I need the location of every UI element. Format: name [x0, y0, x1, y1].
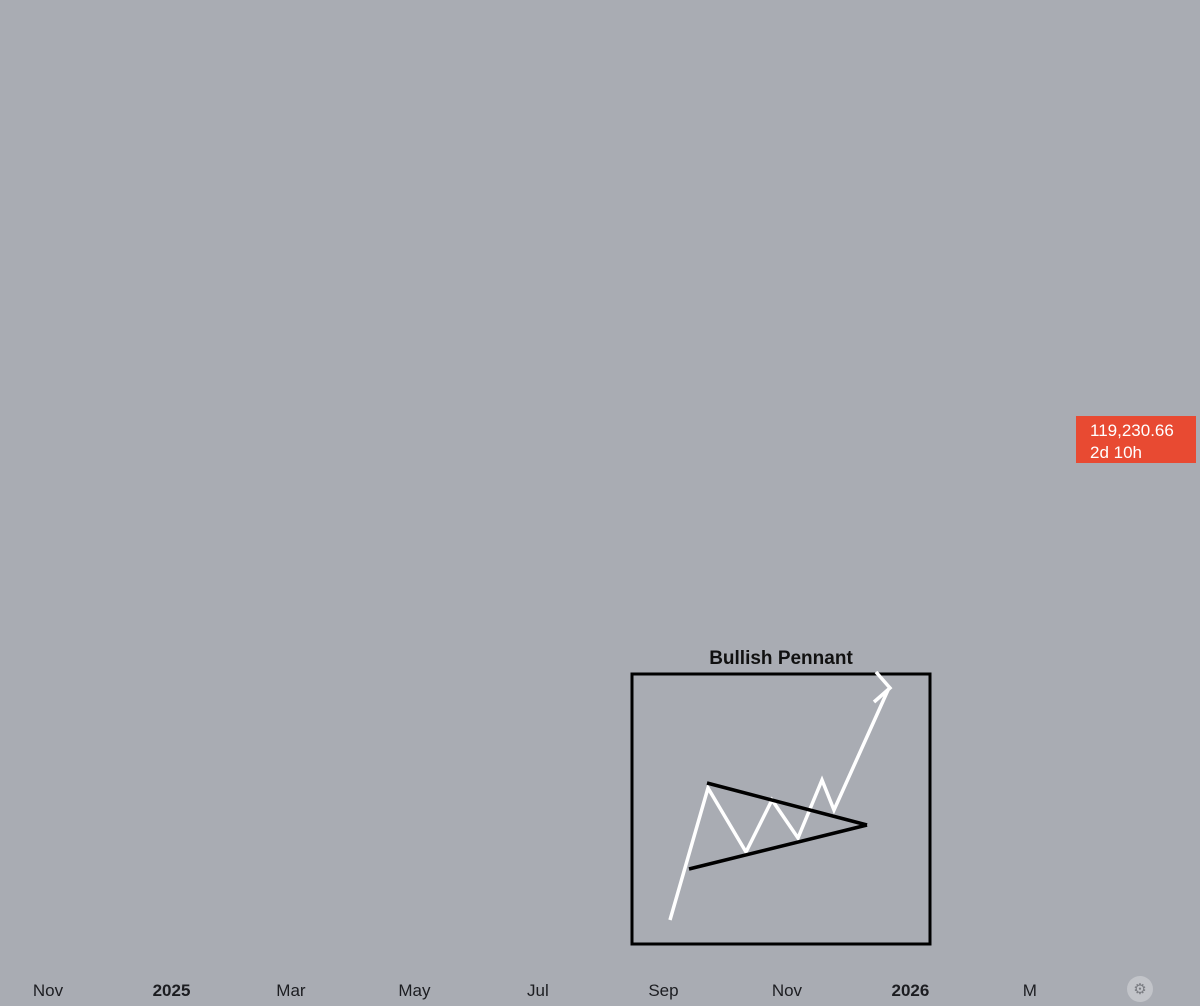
time-tick-label: M	[1023, 981, 1037, 1000]
candle-countdown: 2d 10h	[1090, 443, 1142, 462]
time-tick-label: 2025	[153, 981, 191, 1000]
price-tag: 119,230.66 2d 10h	[1076, 416, 1196, 463]
time-tick-label: 2026	[892, 981, 930, 1000]
settings-icon[interactable]: ⚙	[1127, 976, 1153, 1002]
inset-frame	[630, 672, 932, 946]
inset-title: Bullish Pennant	[709, 648, 853, 669]
axes: 191,000.00179,000.00167,000.00155,000.00…	[33, 981, 1037, 1000]
current-price-value: 119,230.66	[1090, 421, 1174, 440]
time-tick-label: Nov	[33, 981, 64, 1000]
inset-lower-trendline	[688, 823, 868, 871]
inset-price-path	[668, 689, 890, 921]
time-tick-label: Jul	[527, 981, 549, 1000]
bullish-pennant-inset: Bullish Pennant	[630, 648, 932, 946]
time-tick-label: Nov	[772, 981, 803, 1000]
time-tick-label: Sep	[648, 981, 678, 1000]
time-tick-label: May	[398, 981, 431, 1000]
current-price-tag	[1076, 416, 1196, 463]
inset-arrow-head	[872, 670, 893, 704]
inset-upper-trendline	[706, 781, 868, 827]
time-tick-label: Mar	[276, 981, 306, 1000]
